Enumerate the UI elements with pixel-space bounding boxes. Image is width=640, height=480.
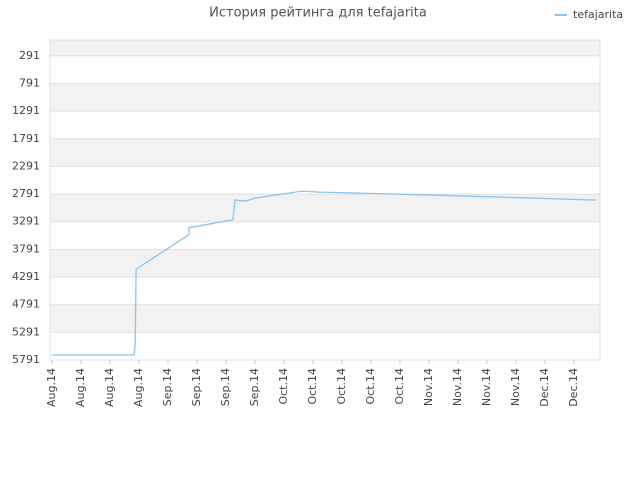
x-tick-label: Sep.14 (219, 368, 232, 406)
grid-band (50, 138, 600, 167)
y-tick-label: 5791 (12, 353, 40, 366)
y-tick-label: 4291 (12, 270, 40, 283)
x-tick-label: Oct.14 (393, 368, 406, 405)
chart-title: История рейтинга для tefajarita (209, 6, 427, 21)
x-tick-label: Aug.14 (132, 368, 145, 407)
x-tick-label: Oct.14 (335, 368, 348, 405)
y-tick-label: 1291 (12, 104, 40, 117)
grid-band (50, 304, 600, 333)
line (52, 190, 596, 356)
x-tick-label: Aug.14 (74, 368, 87, 407)
x-tick-label: Nov.14 (422, 368, 435, 406)
grid-band (50, 249, 600, 278)
grid-band (50, 40, 600, 56)
x-tick-label: Aug.14 (45, 368, 58, 407)
y-tick-label: 791 (19, 76, 40, 89)
x-tick-label: Dec.14 (538, 368, 551, 407)
x-tick-label: Sep.14 (161, 368, 174, 406)
x-tick-label: Nov.14 (509, 368, 522, 406)
x-tick-label: Nov.14 (480, 368, 493, 406)
legend-label: tefajarita (573, 8, 623, 21)
x-tick-label: Sep.14 (190, 368, 203, 406)
x-tick-label: Sep.14 (248, 368, 261, 406)
x-tick-label: Aug.14 (103, 368, 116, 407)
y-tick-label: 4791 (12, 298, 40, 311)
y-tick-label: 3791 (12, 242, 40, 255)
y-tick-label: 1791 (12, 132, 40, 145)
x-tick-label: Oct.14 (277, 368, 290, 405)
y-tick-label: 2291 (12, 159, 40, 172)
x-tick-label: Oct.14 (306, 368, 319, 405)
y-tick-label: 3291 (12, 215, 40, 228)
x-tick-label: Nov.14 (451, 368, 464, 406)
grid-band (50, 194, 600, 222)
y-tick-label: 291 (19, 49, 40, 62)
x-tick-label: Dec.14 (567, 368, 580, 407)
y-tick-label: 5291 (12, 325, 40, 338)
x-tick-label: Oct.14 (364, 368, 377, 405)
grid-band (50, 83, 600, 112)
y-tick-label: 2791 (12, 187, 40, 200)
